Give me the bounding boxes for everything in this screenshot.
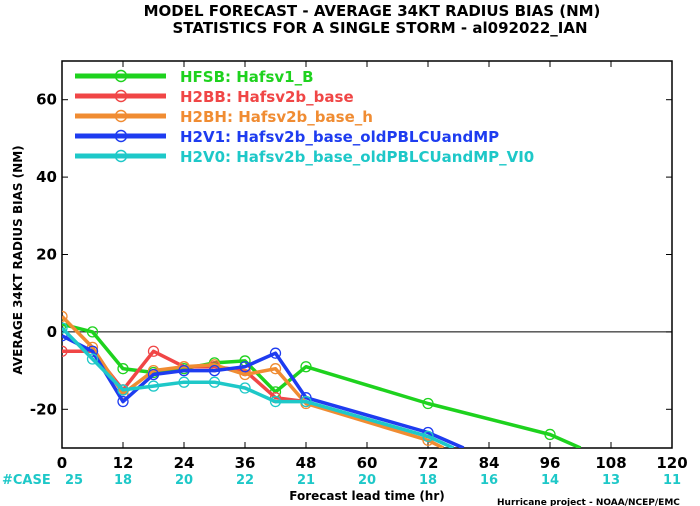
plot-area: -200204060025121824203622482160207218841… <box>30 60 688 488</box>
series-line-hfsb <box>62 322 582 448</box>
x-tick-label: 84 <box>479 454 500 472</box>
data-point <box>239 361 251 373</box>
data-point <box>544 428 556 441</box>
case-count: 22 <box>236 473 254 488</box>
legend-marker-h2bb <box>114 89 128 103</box>
legend-marker-hfsb <box>114 69 128 83</box>
case-count: 18 <box>114 473 132 488</box>
case-count: 13 <box>602 473 620 488</box>
case-count: 16 <box>480 473 498 488</box>
x-tick-label: 120 <box>656 454 687 472</box>
x-tick-label: 72 <box>418 454 439 472</box>
chart-subtitle: STATISTICS FOR A SINGLE STORM - al092022… <box>173 19 588 37</box>
y-tick-label: 60 <box>36 91 57 109</box>
data-point <box>62 322 68 334</box>
x-tick-label: 108 <box>595 454 626 472</box>
x-tick-label: 48 <box>296 454 317 472</box>
data-point <box>178 376 190 388</box>
case-count: 18 <box>419 473 437 488</box>
data-point <box>269 395 282 408</box>
credit-text: Hurricane project - NOAA/NCEP/EMC <box>497 498 680 506</box>
data-point <box>62 345 68 357</box>
series-h2v1 <box>62 330 465 448</box>
data-point <box>239 382 251 394</box>
data-point <box>86 326 99 338</box>
x-tick-label: 60 <box>357 454 378 472</box>
legend-marker-h2v0 <box>114 149 128 163</box>
case-count-label: #CASE <box>2 473 51 488</box>
legend-label-hfsb: HFSB: Hafsv1_B <box>180 68 314 86</box>
data-point <box>300 395 312 408</box>
data-point <box>269 347 282 359</box>
data-point <box>422 397 434 410</box>
data-point <box>117 363 129 375</box>
data-point <box>62 330 68 342</box>
y-tick-label: -20 <box>30 400 57 418</box>
x-tick-label: 12 <box>113 454 134 472</box>
series-line-h2bh <box>62 315 445 448</box>
data-point <box>178 364 190 377</box>
data-point <box>117 384 129 396</box>
data-point <box>269 363 282 375</box>
legend-label-h2bb: H2BB: Hafsv2b_base <box>180 88 354 106</box>
data-point <box>147 345 160 357</box>
x-axis-title: Forecast lead time (hr) <box>289 489 445 503</box>
data-point <box>147 368 160 381</box>
y-tick-label: 0 <box>47 323 57 341</box>
data-point <box>422 430 434 443</box>
case-count: 21 <box>297 473 315 488</box>
series-line-h2v0 <box>62 326 455 448</box>
data-point <box>62 310 68 323</box>
x-tick-label: 24 <box>174 454 195 472</box>
data-point <box>239 368 251 381</box>
legend-marker-h2bh <box>114 109 128 123</box>
case-count: 11 <box>663 473 681 488</box>
data-point <box>62 318 68 330</box>
case-count: 20 <box>175 473 193 488</box>
y-tick-label: 20 <box>36 246 57 264</box>
series-h2v0 <box>62 322 455 448</box>
data-point <box>117 395 129 408</box>
case-count: 20 <box>358 473 376 488</box>
data-point <box>86 345 99 357</box>
legend-label-h2v1: H2V1: Hafsv2b_base_oldPBLCUandMP <box>180 128 499 146</box>
x-tick-label: 0 <box>57 454 67 472</box>
legend-marker-h2v1 <box>114 129 128 143</box>
legend-label-h2v0: H2V0: Hafsv2b_base_oldPBLCUandMP_VI0 <box>180 148 534 166</box>
x-tick-label: 36 <box>235 454 256 472</box>
y-tick-label: 40 <box>36 168 57 186</box>
legend-label-h2bh: H2BH: Hafsv2b_base_h <box>180 108 373 126</box>
case-count: 25 <box>65 473 83 488</box>
data-point <box>147 380 160 392</box>
series-line-h2v1 <box>62 334 465 448</box>
chart-title: MODEL FORECAST - AVERAGE 34KT RADIUS BIA… <box>144 2 601 20</box>
data-point <box>300 361 312 373</box>
data-point <box>208 364 221 377</box>
y-axis-title: AVERAGE 34KT RADIUS BIAS (NM) <box>11 145 25 374</box>
data-point <box>208 376 221 388</box>
data-point <box>86 353 99 365</box>
x-tick-label: 96 <box>540 454 561 472</box>
case-count: 14 <box>541 473 559 488</box>
